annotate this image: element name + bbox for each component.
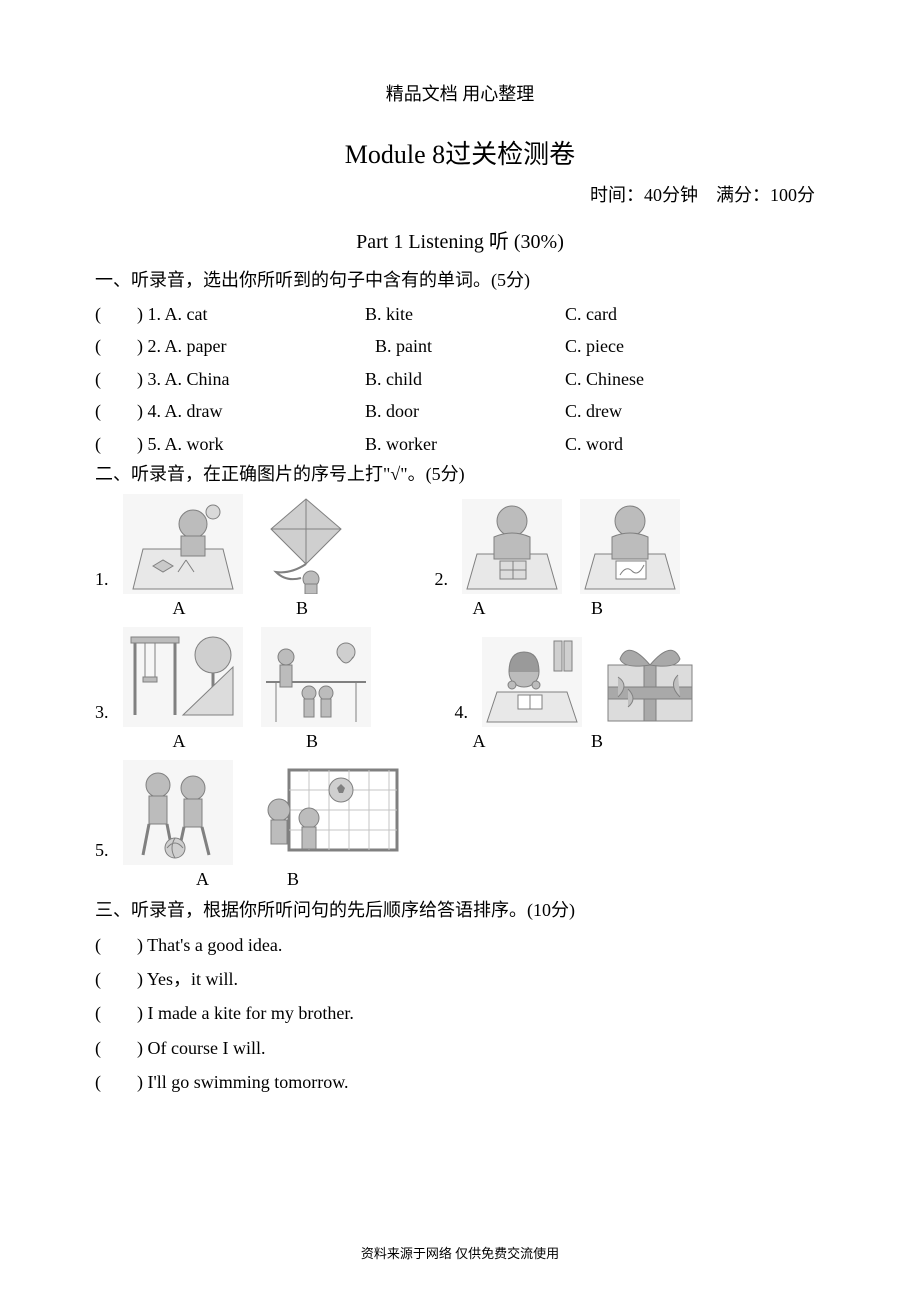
option-label: A [429, 598, 529, 619]
image-gift-icon [600, 637, 700, 727]
mc-row: ( ) 4. A. draw B. door C. drew [95, 395, 825, 427]
image-basketball-icon [123, 760, 233, 865]
pair-number: 1. [95, 569, 109, 590]
label-row-1: A B A B [95, 598, 825, 619]
option-label: A [429, 731, 529, 752]
section1-rows: ( ) 1. A. cat B. kite C. card ( ) 2. A. … [95, 298, 825, 460]
label-row-2: A B A B [95, 731, 825, 752]
option-label: B [257, 731, 367, 752]
option-label: A [119, 869, 249, 890]
image-playground-icon [123, 627, 243, 727]
image-pair [462, 499, 680, 594]
image-row-2: 3. [95, 627, 825, 727]
pair-number: 4. [455, 702, 469, 723]
section3-title: 三、听录音，根据你所听问句的先后顺序给答语排序。(10分) [95, 896, 825, 922]
option-label: B [257, 598, 347, 619]
image-pair [123, 627, 371, 727]
mc-row: ( ) 3. A. China B. child C. Chinese [95, 363, 825, 395]
image-zoo-people-icon [261, 627, 371, 727]
image-pair [123, 494, 351, 594]
mc-option-c: C. piece [565, 330, 825, 362]
answer-line: ( ) Yes，it will. [95, 962, 825, 996]
image-row-1: 1. 2. [95, 494, 825, 594]
option-label: B [267, 869, 377, 890]
mc-option-b: B. door [365, 395, 565, 427]
footer-note: 资料来源于网络 仅供免费交流使用 [0, 1243, 920, 1262]
mc-row: ( ) 2. A. paper B. paint C. piece [95, 330, 825, 362]
image-pair [123, 760, 401, 865]
answer-line: ( ) I'll go swimming tomorrow. [95, 1065, 825, 1099]
mc-row: ( ) 5. A. work B. worker C. word [95, 428, 825, 460]
answer-line: ( ) I made a kite for my brother. [95, 996, 825, 1030]
mc-option-b: B. worker [365, 428, 565, 460]
mc-option-c: C. card [565, 298, 825, 330]
mc-option-a: ( ) 4. A. draw [95, 395, 265, 427]
header-note: 精品文档 用心整理 [95, 80, 825, 106]
image-football-goal-icon [251, 760, 401, 865]
image-row-3: 5. [95, 760, 825, 865]
pair-number: 5. [95, 840, 109, 861]
mc-option-a: ( ) 5. A. work [95, 428, 265, 460]
answer-line: ( ) Of course I will. [95, 1031, 825, 1065]
mc-option-a: ( ) 2. A. paper [95, 330, 265, 362]
image-boy-drawing-icon [580, 499, 680, 594]
mc-option-b: B. child [365, 363, 565, 395]
mc-option-c: C. drew [565, 395, 825, 427]
image-pair [482, 637, 700, 727]
exam-meta: 时间：40分钟 满分：100分 [95, 181, 825, 207]
mc-option-b: B. kite [365, 298, 565, 330]
image-kite-icon [261, 494, 351, 594]
image-girl-reading-icon [482, 637, 582, 727]
answer-line: ( ) That's a good idea. [95, 928, 825, 962]
pair-number: 3. [95, 702, 109, 723]
section2-title: 二、听录音，在正确图片的序号上打"√"。(5分) [95, 460, 825, 486]
mc-row: ( ) 1. A. cat B. kite C. card [95, 298, 825, 330]
mc-option-a: ( ) 3. A. China [95, 363, 265, 395]
image-craft-icon [123, 494, 243, 594]
option-label: B [547, 598, 647, 619]
part-heading: Part 1 Listening 听 (30%) [95, 225, 825, 254]
mc-option-c: C. Chinese [565, 363, 825, 395]
label-row-3: A B [95, 869, 825, 890]
pair-number: 2. [435, 569, 449, 590]
mc-option-b: B. paint [375, 330, 575, 362]
mc-option-c: C. word [565, 428, 825, 460]
mc-option-a: ( ) 1. A. cat [95, 298, 265, 330]
option-label: A [119, 731, 239, 752]
image-boy-puzzle-icon [462, 499, 562, 594]
page-title: Module 8过关检测卷 [95, 134, 825, 171]
option-label: B [547, 731, 647, 752]
option-label: A [119, 598, 239, 619]
section1-title: 一、听录音，选出你所听到的句子中含有的单词。(5分) [95, 266, 825, 292]
